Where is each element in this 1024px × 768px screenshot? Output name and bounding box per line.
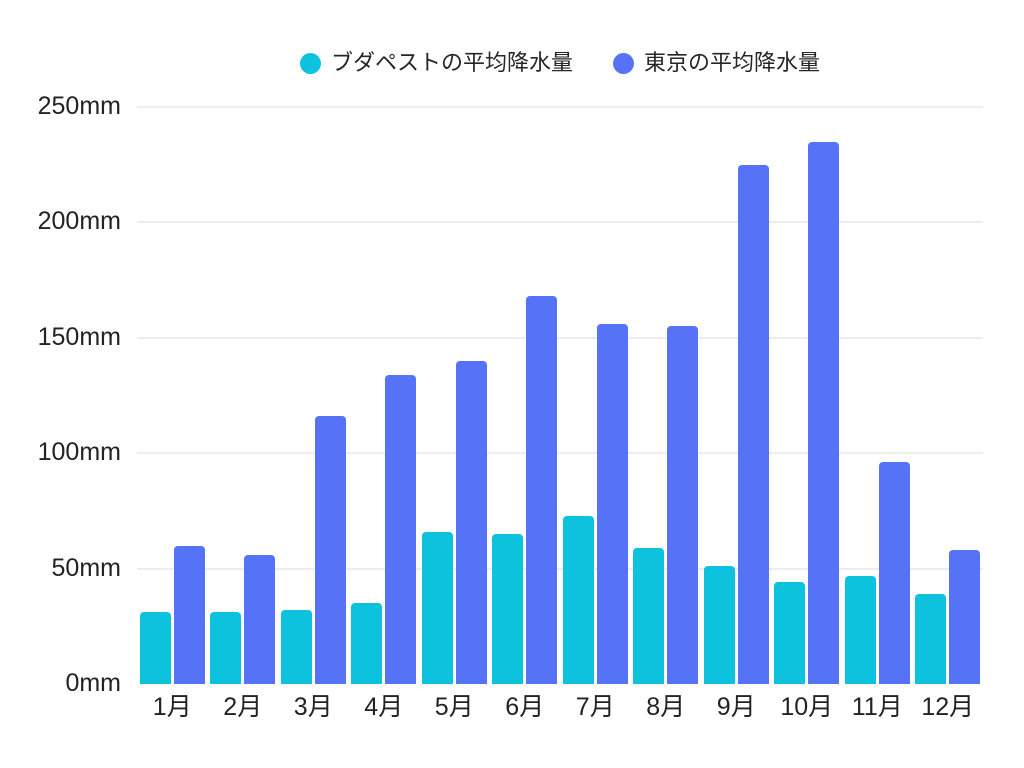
gridline-100mm [137, 452, 983, 455]
bar-tokyo-8月[interactable] [667, 326, 699, 684]
bar-group-1月 [137, 107, 208, 684]
bar-group-2月 [208, 107, 279, 684]
bar-group-4月 [349, 107, 420, 684]
legend-item-budapest[interactable]: ブダペストの平均降水量 [299, 50, 573, 75]
bar-group-11月 [842, 107, 913, 684]
y-tick-label-250mm: 250mm [37, 92, 121, 120]
legend-label-tokyo: 東京の平均降水量 [644, 50, 821, 75]
plot-area [137, 107, 983, 684]
legend-item-tokyo[interactable]: 東京の平均降水量 [613, 52, 820, 74]
bar-group-7月 [560, 107, 631, 684]
chart-legend: ブダペストの平均降水量 東京の平均降水量 [137, 41, 983, 85]
x-tick-label-9月: 9月 [716, 693, 756, 721]
bar-budapest-9月[interactable] [703, 566, 735, 684]
bar-tokyo-12月[interactable] [949, 550, 981, 684]
bar-group-9月 [701, 107, 772, 684]
bar-tokyo-7月[interactable] [596, 323, 628, 684]
bar-budapest-4月[interactable] [351, 603, 383, 684]
bar-budapest-1月[interactable] [139, 612, 171, 684]
legend-label-budapest: ブダペストの平均降水量 [330, 50, 573, 75]
legend-swatch-budapest-icon [299, 52, 321, 74]
bar-budapest-6月[interactable] [492, 533, 524, 684]
bar-tokyo-11月[interactable] [878, 462, 910, 684]
bar-budapest-3月[interactable] [280, 610, 312, 684]
x-tick-label-12月: 12月 [921, 693, 975, 721]
y-tick-label-100mm: 100mm [37, 438, 121, 467]
bar-tokyo-4月[interactable] [385, 374, 417, 684]
x-tick-label-7月: 7月 [575, 693, 615, 721]
y-tick-label-200mm: 200mm [37, 207, 121, 236]
bar-group-5月 [419, 107, 490, 684]
x-tick-label-2月: 2月 [223, 693, 263, 721]
bar-tokyo-3月[interactable] [314, 416, 346, 684]
y-tick-label-0mm: 0mm [65, 669, 121, 697]
gridline-50mm [137, 567, 983, 570]
bar-budapest-5月[interactable] [421, 531, 453, 684]
bar-budapest-12月[interactable] [915, 594, 947, 684]
legend-swatch-tokyo-icon [613, 52, 634, 74]
y-tick-label-150mm: 150mm [37, 322, 121, 351]
bar-group-12月 [913, 107, 984, 684]
bar-budapest-11月[interactable] [844, 575, 876, 684]
y-tick-label-50mm: 50mm [51, 553, 121, 582]
gridline-150mm [137, 336, 983, 339]
bar-group-6月 [490, 107, 561, 684]
bar-tokyo-9月[interactable] [737, 164, 769, 684]
gridline-200mm [137, 221, 983, 224]
bar-tokyo-2月[interactable] [244, 554, 276, 684]
x-tick-label-1月: 1月 [152, 693, 192, 721]
bar-tokyo-10月[interactable] [808, 141, 840, 684]
x-tick-label-3月: 3月 [293, 693, 333, 721]
bar-tokyo-1月[interactable] [173, 545, 205, 684]
x-tick-label-4月: 4月 [364, 693, 404, 721]
bar-group-8月 [631, 107, 702, 684]
x-tick-label-6月: 6月 [505, 693, 545, 721]
bar-budapest-2月[interactable] [210, 612, 242, 684]
x-tick-label-10月: 10月 [780, 693, 834, 721]
x-tick-label-8月: 8月 [646, 693, 686, 721]
bar-tokyo-5月[interactable] [455, 360, 487, 684]
gridline-250mm [137, 106, 983, 108]
x-tick-label-11月: 11月 [851, 693, 903, 721]
bar-budapest-10月[interactable] [774, 582, 806, 684]
bar-tokyo-6月[interactable] [526, 296, 558, 684]
bar-group-3月 [278, 107, 349, 684]
bar-group-10月 [772, 107, 843, 684]
bar-budapest-8月[interactable] [633, 547, 665, 684]
bar-budapest-7月[interactable] [562, 515, 594, 684]
x-axis-tick-labels: 1月 2月 3月 4月 5月 6月 7月 8月 9月 10月 11月 12月 [137, 692, 983, 722]
x-tick-label-5月: 5月 [434, 693, 474, 721]
